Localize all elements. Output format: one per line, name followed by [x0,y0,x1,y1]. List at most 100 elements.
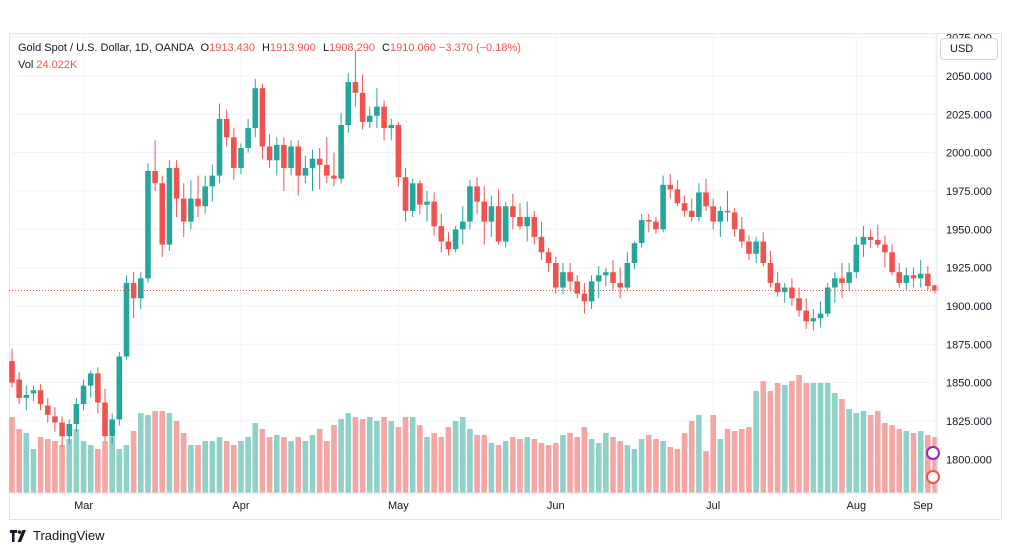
currency-button[interactable]: USD [940,38,998,60]
candle-body [9,361,15,383]
volume-bar [667,447,674,493]
candle-body [731,212,738,230]
volume-bar [853,413,860,493]
candle-body [638,220,645,244]
candle-body [281,144,287,168]
candle-body [746,241,752,254]
volume-bar [345,413,352,493]
volume-bar [882,423,888,493]
candle-body [767,263,774,283]
volume-bar [116,449,123,493]
candle-body [696,192,702,217]
volume-bar [188,445,194,493]
candle-body [595,275,602,282]
candle-body [502,206,509,242]
time-tick-label: Apr [232,500,249,512]
candle-body [288,146,294,168]
volume-bar [359,419,366,493]
volume-bar [774,383,781,493]
candle-body [395,125,402,178]
candle-body [753,241,759,254]
candle-body [102,402,108,437]
volume-bar [638,439,645,493]
volume-bar [202,441,208,493]
price-axis[interactable]: 2075.0002050.0002025.0002000.0001975.000… [936,33,992,493]
chart-frame [9,33,1002,520]
volume-bar [223,441,230,493]
candle-body [781,287,788,293]
volume-bar [173,421,180,493]
candle-body [80,385,87,405]
candle-body [846,272,852,283]
tradingview-logo[interactable]: TradingView [10,528,105,543]
candle-body [138,278,144,299]
volume-bar [796,375,802,493]
volume-bar [588,439,595,493]
volume-bar [9,417,15,493]
volume-bar [481,435,488,493]
candle-body [431,201,437,227]
price-tick-label: 2050.000 [946,71,992,83]
price-tick-label: 2000.000 [946,148,992,160]
volume-bar [710,415,716,493]
volume-bar [932,437,938,493]
candle-body [195,198,201,207]
candle-body [488,206,495,222]
time-axis[interactable]: Mar Apr May Jun Jul Aug Sep [9,492,937,512]
candle-body [896,272,903,283]
volume-bar [374,421,380,493]
volume-bar [688,421,695,493]
volume-bar [159,411,166,493]
candle-body [531,217,538,237]
candle-body [681,203,688,211]
volume-bar [231,445,237,493]
symbol-title[interactable]: Gold Spot / U.S. Dollar, 1D, OANDA [18,42,194,54]
volume-bar [37,437,44,493]
candle-body [309,158,316,168]
volume-bar [273,435,280,493]
volume-bar [266,437,273,493]
volume-bar [316,429,323,493]
volume-bar [867,415,874,493]
volume-bar [889,425,895,493]
close-label: C [382,42,390,54]
candle-body [73,404,80,424]
candle-body [789,287,795,299]
flag-badge-icon[interactable] [926,470,940,484]
candle-body [359,92,366,122]
volume-bar [417,425,423,493]
volume-bar [445,427,452,493]
volume-label[interactable]: Vol [18,59,34,71]
volume-bar [459,417,466,493]
candle-body [624,263,631,288]
candle-body [95,373,101,403]
candle-body [839,278,845,283]
event-badge-icon[interactable] [926,446,940,460]
candle-body [467,186,473,222]
volume-bar [467,429,473,493]
candle-body [588,281,595,302]
volume-bar [381,417,387,493]
candle-body [631,243,638,263]
volume-bar [238,441,244,493]
candle-body [903,275,910,283]
volume-bar [917,431,924,493]
candle-body [159,183,166,245]
candle-body [37,390,44,405]
candle-body [567,272,573,282]
price-candles [9,51,938,447]
candle-body [173,167,180,199]
time-tick-label: May [388,500,409,512]
volume-bar [180,433,187,493]
candle-body [59,422,65,437]
volume-bar [488,443,495,493]
volume-bar [474,435,480,493]
volume-bar [531,439,538,493]
candle-body [817,313,824,319]
volume-bar [674,449,681,493]
candle-body [331,175,337,179]
volume-bar [252,423,259,493]
candlestick-chart[interactable]: 2075.0002050.0002025.0002000.0001975.000… [9,33,1002,520]
volume-bar [95,449,101,493]
brand-name: TradingView [33,528,105,543]
